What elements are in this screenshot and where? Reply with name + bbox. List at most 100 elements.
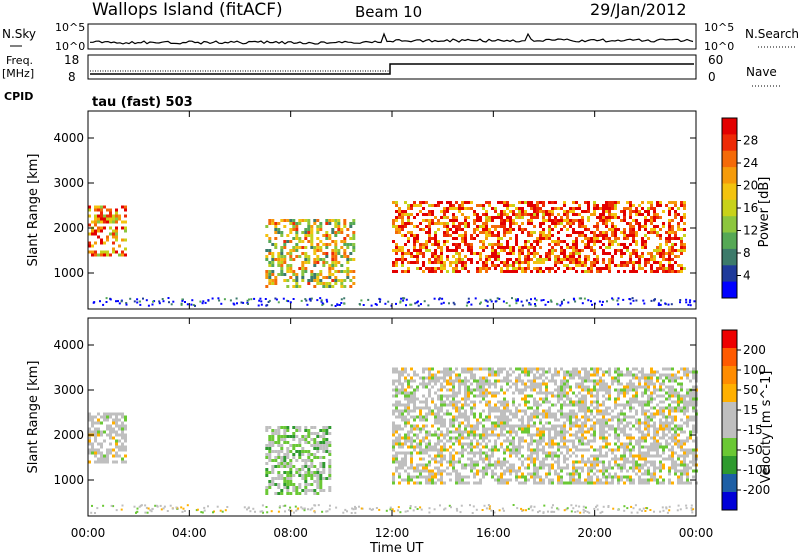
echo-cell — [283, 258, 287, 261]
echo-cell — [605, 201, 608, 204]
echo-cell — [295, 246, 299, 249]
echo-cell — [578, 382, 581, 386]
echo-cell — [437, 240, 440, 243]
echo-cell — [638, 430, 641, 434]
echo-cell — [530, 370, 533, 374]
echo-cell — [557, 481, 560, 485]
echo-cell — [593, 400, 596, 404]
echo-cell — [301, 267, 305, 270]
ground-scatter-cell — [433, 297, 436, 300]
echo-cell — [310, 240, 314, 243]
ground-scatter-cell — [275, 298, 278, 301]
echo-cell — [506, 436, 509, 440]
echo-cell — [500, 213, 503, 216]
echo-cell — [503, 234, 506, 237]
echo-cell — [647, 445, 650, 449]
echo-cell — [265, 492, 269, 495]
echo-cell — [91, 424, 94, 428]
echo-cell — [428, 382, 431, 386]
echo-cell — [611, 427, 614, 431]
echo-cell — [608, 270, 611, 273]
echo-cell — [452, 216, 455, 219]
echo-cell — [479, 367, 482, 371]
echo-cell — [515, 478, 518, 482]
echo-cell — [425, 385, 428, 389]
echo-cell — [506, 373, 509, 377]
echo-cell — [602, 243, 605, 246]
echo-cell — [644, 460, 647, 464]
echo-cell — [566, 216, 569, 219]
echo-cell — [542, 457, 545, 461]
echo-cell — [343, 279, 347, 282]
echo-cell — [346, 261, 350, 264]
echo-cell — [551, 439, 554, 443]
echo-cell — [109, 220, 112, 224]
echo-cell — [515, 243, 518, 246]
echo-cell — [659, 463, 662, 467]
echo-cell — [641, 445, 644, 449]
echo-cell — [569, 448, 572, 452]
echo-cell — [632, 424, 635, 428]
echo-cell — [109, 415, 112, 419]
echo-cell — [605, 267, 608, 270]
echo-cell — [506, 207, 509, 210]
echo-cell — [416, 261, 419, 264]
echo-cell — [608, 418, 611, 422]
echo-cell — [542, 367, 545, 371]
ground-scatter-cell — [590, 300, 592, 303]
ground-scatter-cell — [598, 300, 601, 303]
echo-cell — [401, 373, 404, 377]
echo-cell — [602, 460, 605, 464]
echo-cell — [310, 237, 314, 240]
echo-cell — [413, 481, 416, 485]
echo-cell — [461, 258, 464, 261]
echo-cell — [295, 486, 299, 489]
echo-cell — [599, 409, 602, 413]
echo-cell — [548, 400, 551, 404]
echo-cell — [518, 379, 521, 383]
echo-cell — [431, 409, 434, 413]
echo-cell — [659, 267, 662, 270]
echo-cell — [644, 388, 647, 392]
echo-cell — [686, 466, 689, 470]
echo-cell — [671, 270, 674, 273]
echo-cell — [512, 439, 515, 443]
echo-cell — [632, 270, 635, 273]
mode-text: tau (fast) 503 — [92, 95, 193, 110]
echo-cell — [611, 207, 614, 210]
echo-cell — [422, 367, 425, 371]
echo-cell — [410, 376, 413, 380]
echo-cell — [659, 406, 662, 410]
echo-cell — [482, 231, 485, 234]
echo-cell — [545, 219, 548, 222]
echo-cell — [656, 231, 659, 234]
echo-cell — [671, 445, 674, 449]
echo-cell — [91, 220, 94, 224]
echo-cell — [455, 246, 458, 249]
echo-cell — [431, 213, 434, 216]
echo-cell — [683, 400, 686, 404]
echo-cell — [575, 433, 578, 437]
echo-cell — [310, 426, 314, 429]
echo-cell — [569, 261, 572, 264]
echo-cell — [488, 460, 491, 464]
echo-cell — [476, 394, 479, 398]
echo-cell — [283, 465, 287, 468]
echo-cell — [301, 447, 305, 450]
echo-cell — [515, 445, 518, 449]
echo-cell — [283, 462, 287, 465]
echo-cell — [274, 441, 278, 444]
echo-cell — [635, 210, 638, 213]
echo-cell — [494, 267, 497, 270]
echo-cell — [413, 406, 416, 410]
echo-cell — [265, 468, 269, 471]
echo-cell — [599, 216, 602, 219]
echo-cell — [443, 210, 446, 213]
echo-cell — [121, 448, 124, 452]
echo-cell — [443, 376, 446, 380]
echo-cell — [530, 433, 533, 437]
echo-cell — [280, 273, 284, 276]
echo-cell — [124, 208, 127, 212]
echo-cell — [464, 463, 467, 467]
